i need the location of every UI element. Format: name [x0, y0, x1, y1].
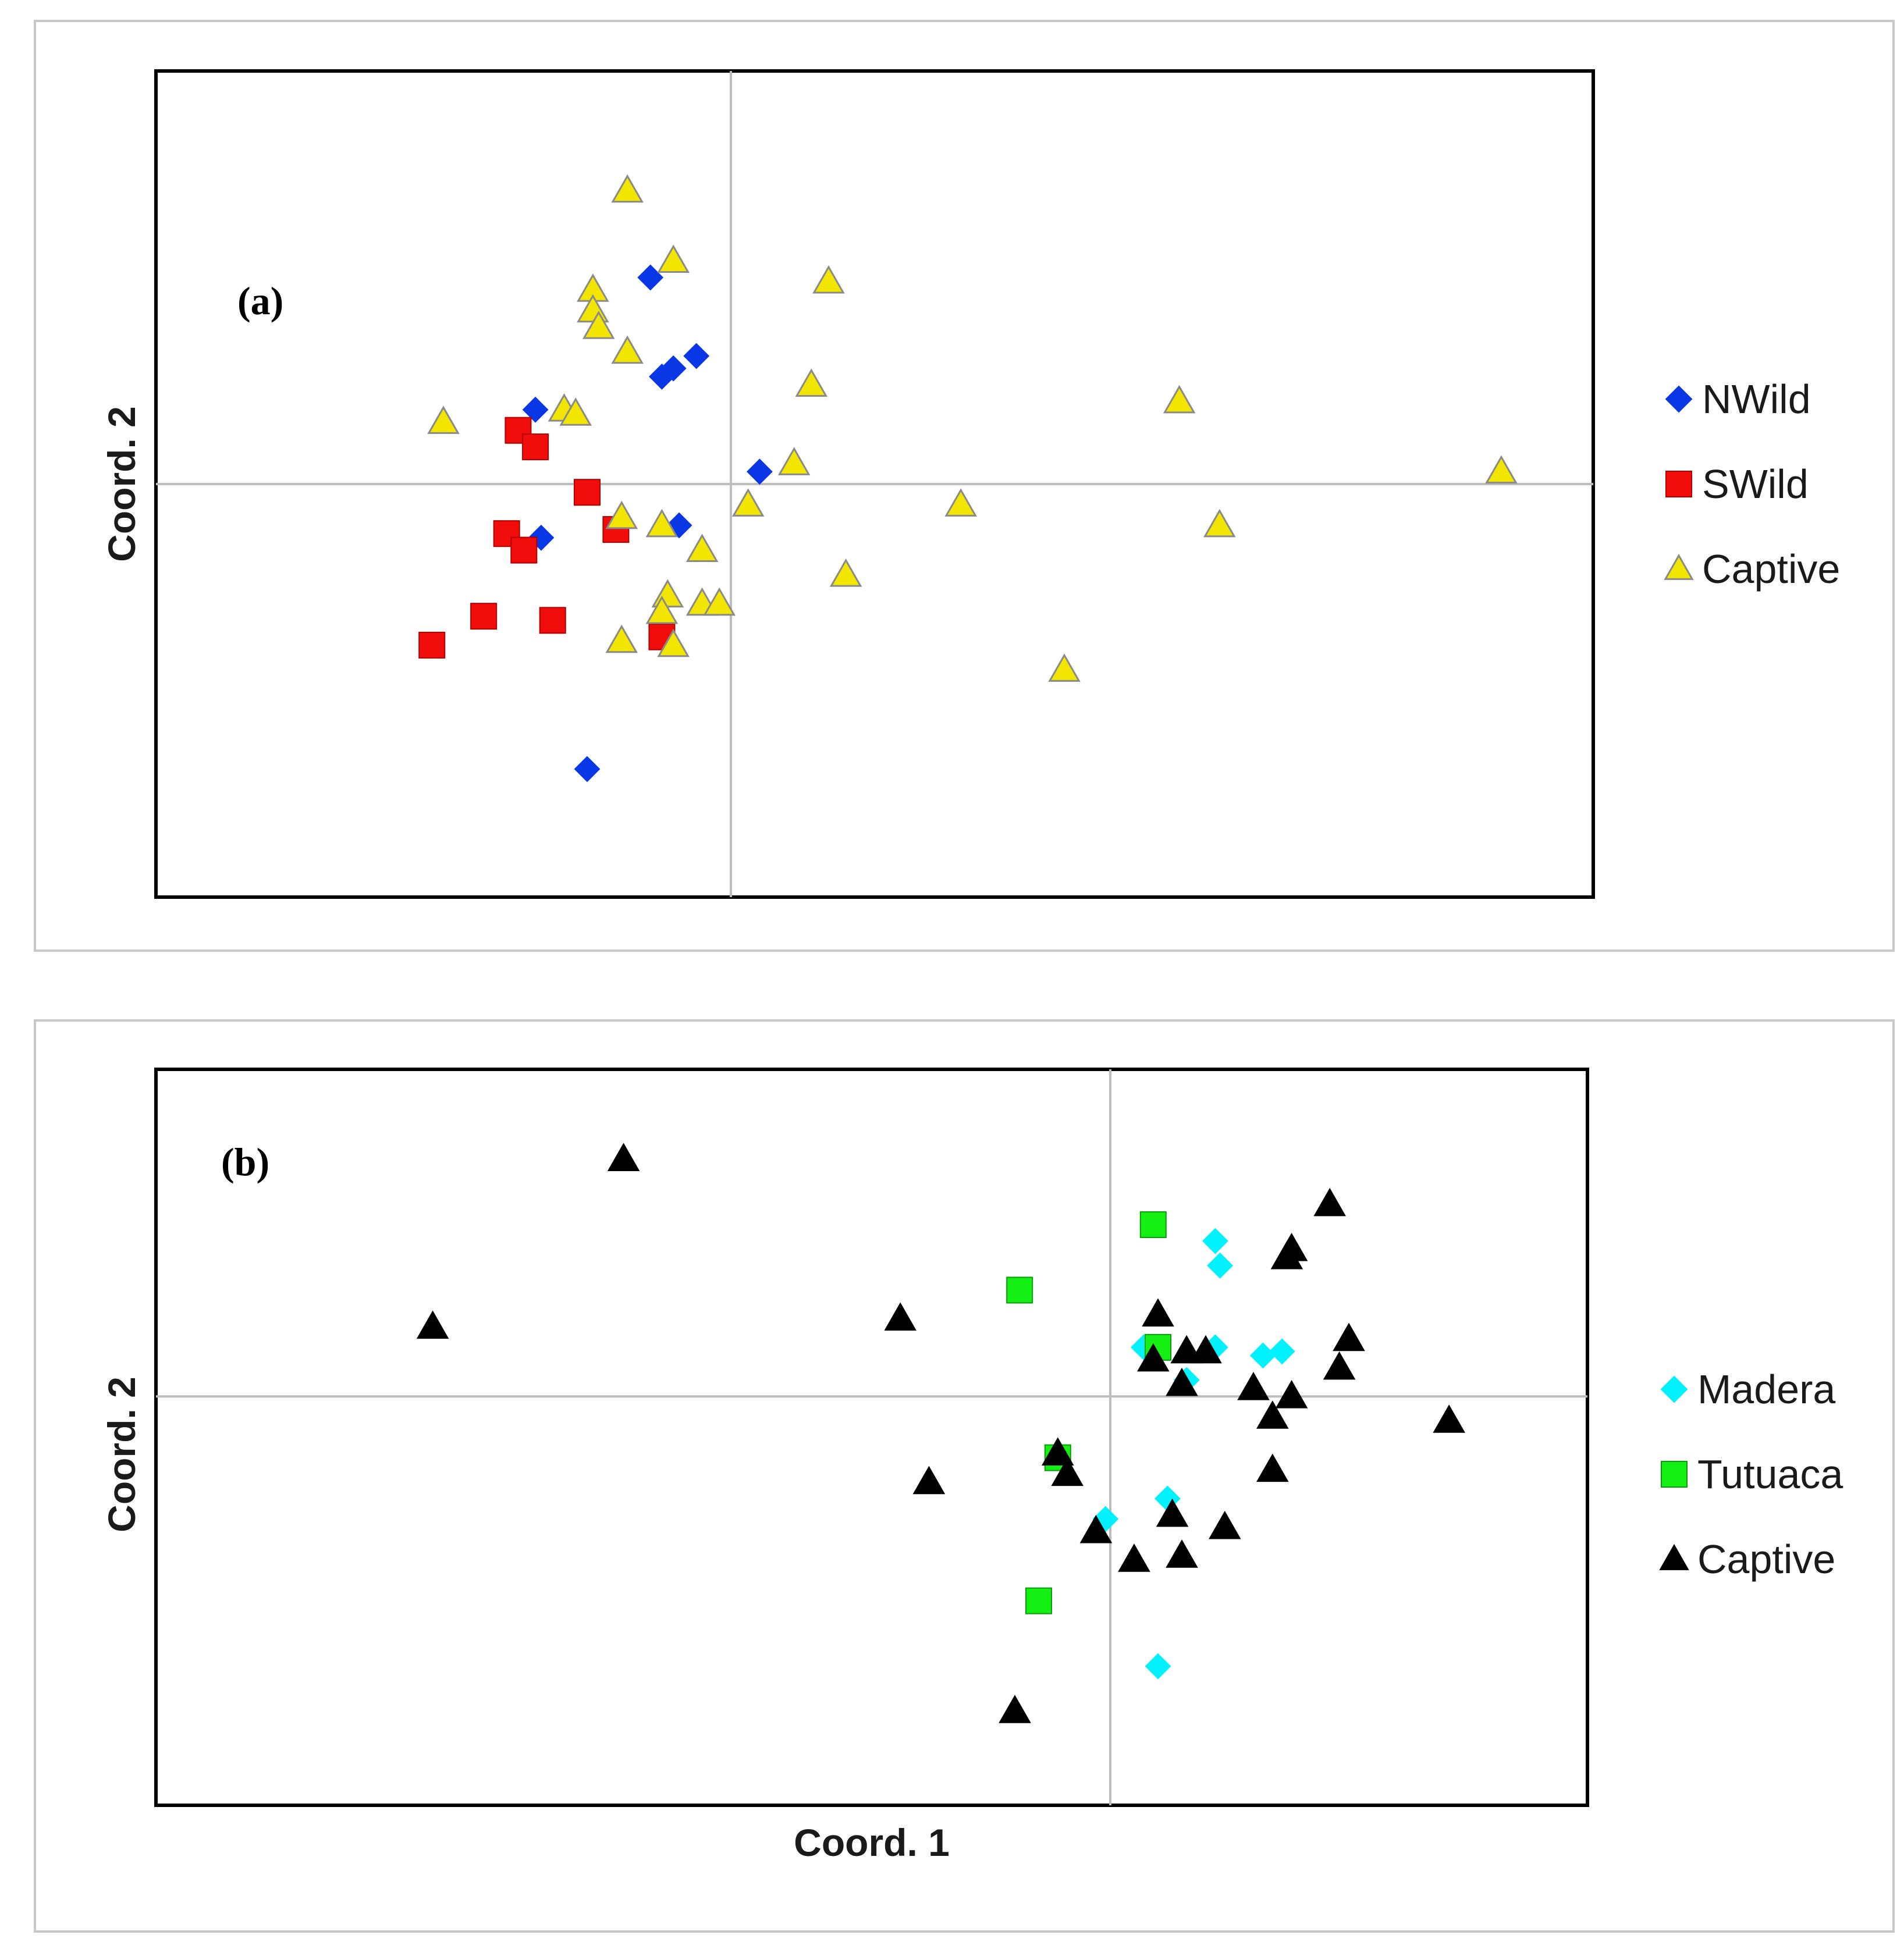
point-a-captive-3 [812, 265, 845, 294]
point-a-captive-2 [657, 244, 690, 273]
point-a-captive-7 [611, 335, 644, 364]
point-a-swild-7 [470, 603, 498, 630]
legend-a: NWild SWild Captive [1664, 376, 1840, 592]
legend-label-a-swild: SWild [1702, 461, 1809, 507]
points-layer-b [416, 1143, 1465, 1723]
point-b-madera-5 [1269, 1338, 1295, 1365]
point-a-captive-12 [1163, 385, 1196, 414]
point-b-captive-13 [1166, 1367, 1198, 1396]
point-a-nwild-5 [522, 396, 549, 423]
point-a-captive-19 [1203, 508, 1236, 538]
legend-marker-b-madera [1660, 1375, 1688, 1403]
point-a-nwild-4 [683, 343, 710, 369]
point-b-captive-11 [1333, 1322, 1365, 1351]
point-b-captive-18 [1042, 1437, 1074, 1466]
point-a-captive-14 [1485, 455, 1518, 484]
point-a-swild-8 [539, 607, 566, 634]
points-layer-a [418, 174, 1518, 783]
point-a-captive-8 [795, 368, 828, 397]
point-b-captive-16 [1256, 1400, 1289, 1429]
legend-marker-b-tutuaca [1661, 1461, 1688, 1488]
point-b-captive-22 [1156, 1498, 1189, 1527]
point-b-captive-23 [1079, 1514, 1113, 1543]
panel-label-b: (b) [221, 1140, 269, 1184]
point-a-captive-21 [829, 558, 862, 587]
point-b-captive-12 [1323, 1351, 1356, 1380]
point-b-captive-2 [416, 1310, 449, 1339]
point-b-captive-14 [1237, 1371, 1270, 1400]
point-b-captive-21 [912, 1466, 946, 1495]
point-a-captive-23 [645, 595, 679, 624]
point-a-captive-20 [685, 533, 719, 562]
chart-panel-b: (b) Coord. 2 Coord. 1 Madera Tutuaca Capti… [100, 1068, 1843, 1864]
point-a-captive-27 [657, 628, 690, 657]
plot-area-b [154, 1068, 1589, 1807]
point-a-captive-1 [611, 174, 644, 203]
point-a-captive-13 [777, 447, 811, 475]
point-a-captive-6 [582, 310, 615, 339]
point-a-captive-25 [703, 587, 736, 616]
point-a-nwild-6 [746, 458, 773, 485]
point-b-captive-17 [1433, 1404, 1465, 1433]
point-a-captive-26 [605, 624, 638, 653]
point-b-captive-1 [607, 1143, 640, 1172]
point-a-captive-17 [605, 500, 638, 529]
legend-marker-a-swild [1665, 471, 1692, 497]
legend-b: Madera Tutuaca Captive [1659, 1367, 1843, 1582]
legend-label-a-captive: Captive [1702, 546, 1840, 592]
legend-label-b-tutuaca: Tutuaca [1697, 1452, 1843, 1497]
point-a-swild-2 [522, 433, 549, 461]
point-b-madera-1 [1202, 1228, 1228, 1254]
point-a-nwild-9 [574, 756, 601, 783]
point-a-nwild-3 [660, 355, 687, 382]
point-a-captive-28 [1048, 653, 1081, 682]
point-b-captive-6 [1270, 1241, 1303, 1269]
point-a-nwild-1 [637, 264, 664, 291]
point-b-captive-26 [1166, 1539, 1198, 1568]
legend-marker-b-captive [1659, 1543, 1689, 1570]
point-a-captive-10 [559, 397, 592, 426]
point-b-captive-4 [1313, 1187, 1346, 1217]
panel-label-a: (a) [237, 279, 283, 323]
point-a-captive-11 [427, 406, 460, 434]
point-b-tutuaca-5 [1025, 1587, 1052, 1614]
point-a-captive-18 [645, 508, 679, 538]
point-b-captive-20 [1256, 1453, 1289, 1482]
point-a-swild-9 [418, 631, 446, 659]
legend-label-b-madera: Madera [1697, 1367, 1835, 1412]
point-a-captive-16 [944, 488, 977, 517]
legend-marker-a-captive [1664, 553, 1694, 580]
point-b-madera-10 [1145, 1653, 1171, 1680]
point-b-tutuaca-2 [1006, 1276, 1033, 1304]
chart-panel-a: (a) Coord. 2 NWild SWild Captive [100, 69, 1840, 899]
point-b-captive-15 [1275, 1379, 1308, 1409]
point-b-captive-8 [1137, 1343, 1170, 1372]
point-b-captive-3 [884, 1302, 917, 1331]
legend-label-b-captive: Captive [1697, 1536, 1835, 1582]
point-b-captive-19 [1051, 1457, 1084, 1486]
point-b-tutuaca-1 [1139, 1211, 1167, 1239]
point-a-captive-15 [731, 488, 765, 517]
legend-label-a-nwild: NWild [1702, 376, 1811, 422]
point-b-madera-2 [1207, 1252, 1234, 1279]
y-axis-title-b: Coord. 2 [100, 1377, 143, 1532]
point-b-madera-6 [1249, 1342, 1276, 1369]
point-b-captive-27 [999, 1695, 1031, 1723]
point-a-swild-3 [574, 479, 601, 506]
legend-marker-a-nwild [1665, 385, 1693, 413]
point-b-captive-10 [1189, 1335, 1222, 1364]
point-a-swild-6 [510, 536, 538, 564]
point-b-captive-7 [1142, 1298, 1174, 1327]
x-axis-title-b: Coord. 1 [794, 1821, 950, 1864]
y-axis-title-a: Coord. 2 [100, 406, 143, 562]
point-b-captive-24 [1209, 1510, 1241, 1539]
point-b-captive-25 [1118, 1543, 1150, 1572]
